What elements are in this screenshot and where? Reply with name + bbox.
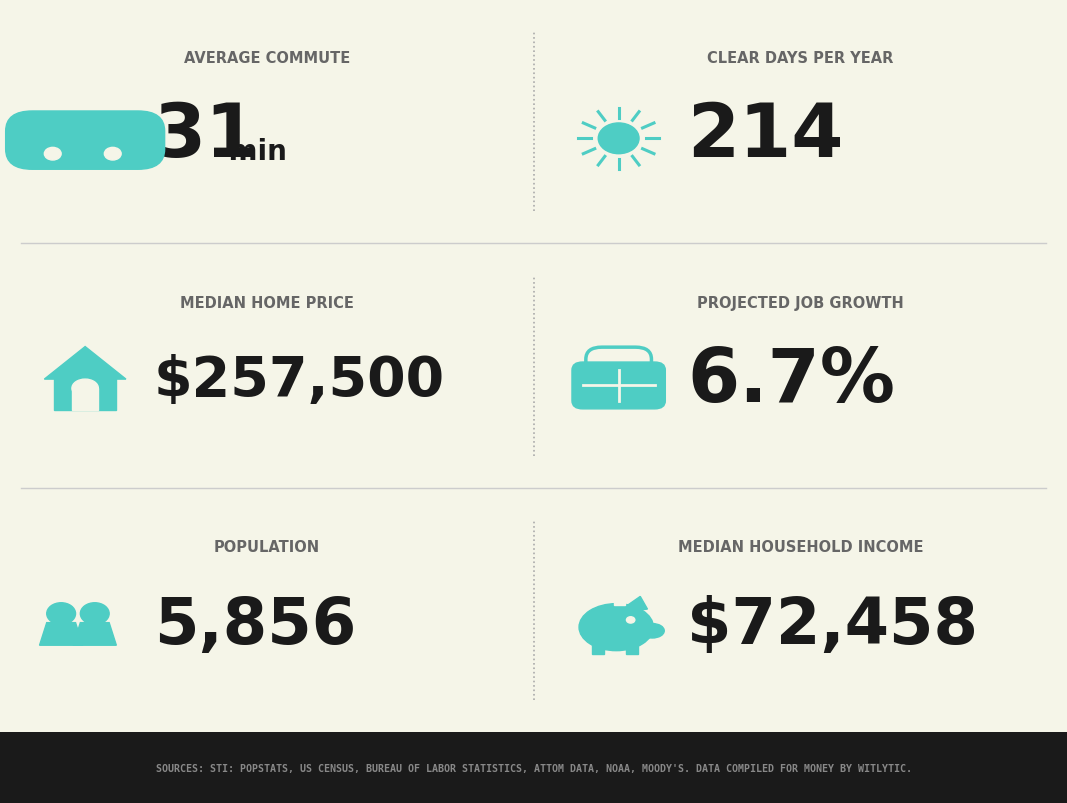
Text: $72,458: $72,458 (687, 594, 978, 656)
Text: MEDIAN HOME PRICE: MEDIAN HOME PRICE (180, 296, 353, 310)
Circle shape (47, 603, 76, 625)
Text: AVERAGE COMMUTE: AVERAGE COMMUTE (184, 51, 350, 66)
Circle shape (626, 617, 635, 623)
Circle shape (105, 149, 122, 161)
Bar (71, 389, 98, 410)
Ellipse shape (71, 380, 98, 397)
Text: PROJECTED JOB GROWTH: PROJECTED JOB GROWTH (697, 296, 904, 310)
Text: POPULATION: POPULATION (213, 540, 320, 554)
FancyBboxPatch shape (572, 363, 666, 410)
Text: SOURCES: STI: POPSTATS, US CENSUS, BUREAU OF LABOR STATISTICS, ATTOM DATA, NOAA,: SOURCES: STI: POPSTATS, US CENSUS, BUREA… (156, 763, 911, 772)
Circle shape (45, 149, 61, 161)
Polygon shape (74, 623, 116, 646)
Circle shape (80, 603, 109, 625)
Text: 6.7%: 6.7% (687, 344, 895, 418)
Circle shape (599, 124, 639, 154)
Circle shape (37, 143, 68, 166)
Text: 214: 214 (687, 100, 844, 173)
Polygon shape (45, 117, 124, 132)
Polygon shape (624, 597, 648, 611)
Text: MEDIAN HOUSEHOLD INCOME: MEDIAN HOUSEHOLD INCOME (678, 540, 923, 554)
Circle shape (97, 143, 128, 166)
Polygon shape (45, 347, 126, 380)
FancyBboxPatch shape (5, 112, 164, 170)
Bar (626, 644, 638, 654)
Bar (614, 602, 624, 605)
Text: min: min (219, 137, 287, 165)
Text: 31: 31 (154, 100, 258, 173)
Ellipse shape (640, 624, 665, 638)
Text: CLEAR DAYS PER YEAR: CLEAR DAYS PER YEAR (707, 51, 893, 66)
Text: $257,500: $257,500 (154, 354, 445, 408)
Bar (592, 644, 604, 654)
Bar (0, 732, 1067, 803)
Polygon shape (39, 623, 83, 646)
Text: 5,856: 5,856 (154, 594, 356, 656)
Bar (54, 378, 116, 410)
Ellipse shape (579, 604, 653, 651)
